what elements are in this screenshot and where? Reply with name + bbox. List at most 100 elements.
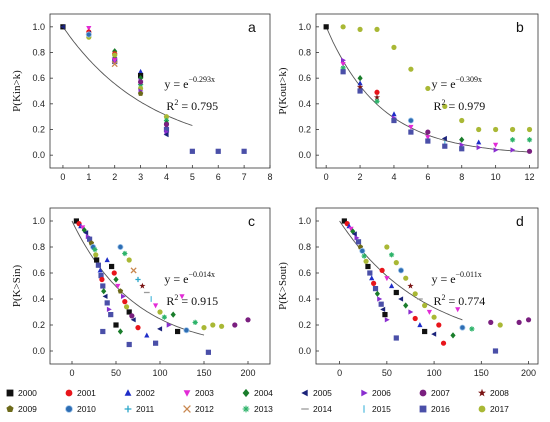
data-point-2000 xyxy=(109,263,115,270)
x-tick-label: 4 xyxy=(391,172,396,182)
data-point-2006 xyxy=(354,235,360,241)
legend-label: 2011 xyxy=(136,404,155,414)
data-point-2006 xyxy=(164,129,170,135)
data-point-2000 xyxy=(175,328,181,335)
data-point-2001 xyxy=(99,276,105,283)
y-axis-label: P(K>Sout) xyxy=(277,262,289,310)
x-tick-label: 150 xyxy=(196,368,211,378)
data-point-2017 xyxy=(476,126,482,133)
x-tick-label: 150 xyxy=(474,368,489,378)
r-squared: R2 = 0.979 xyxy=(433,98,485,113)
data-point-2003 xyxy=(348,226,354,232)
data-point-2016 xyxy=(100,328,106,335)
legend-item-2016: 2016 xyxy=(419,404,450,414)
legend-label: 2002 xyxy=(136,388,155,398)
data-point-2016 xyxy=(492,348,499,354)
y-tick-label: 0.2 xyxy=(298,320,311,330)
data-point-2010 xyxy=(359,247,366,254)
data-point-2016 xyxy=(241,148,247,154)
x-tick-label: 7 xyxy=(242,172,247,182)
legend-item-2015: 2015 xyxy=(363,404,391,414)
x-tick-label: 50 xyxy=(111,368,121,378)
equation: y = e−0.293x xyxy=(164,75,215,91)
x-tick-label: 100 xyxy=(427,368,442,378)
data-point-2017 xyxy=(442,103,448,109)
x-tick-label: 2 xyxy=(358,172,363,182)
equation-exponent: −0.293x xyxy=(188,75,215,84)
data-point-2017 xyxy=(112,52,118,58)
data-point-2017 xyxy=(425,85,431,92)
legend-item-2014: 2014 xyxy=(301,404,332,414)
data-point-2002 xyxy=(417,322,423,328)
data-point-2016 xyxy=(98,273,104,279)
data-point-2000 xyxy=(422,328,428,335)
data-point-2017 xyxy=(93,252,99,258)
y-tick-label: 0.6 xyxy=(298,73,311,83)
y-tick-label: 0.4 xyxy=(32,294,45,304)
data-point-2000 xyxy=(365,263,371,270)
data-point-2017 xyxy=(363,258,369,264)
equation-exponent: −0.014x xyxy=(188,270,215,279)
legend-item-2007: 2007 xyxy=(419,388,450,398)
legend-item-2006: 2006 xyxy=(361,388,391,398)
data-point-2003 xyxy=(153,303,159,309)
data-point-2002 xyxy=(369,275,375,281)
panel-d: 0.0 0.2 0.4 0.6 0.8 1.0 0 50 100 150 200 P(K>Sout) d… xyxy=(277,207,539,378)
data-point-2017 xyxy=(412,291,418,297)
data-point-2003 xyxy=(426,309,432,315)
legend-marker-2000 xyxy=(6,389,14,397)
data-point-2003 xyxy=(86,26,92,31)
panel-b: 0.0 0.2 0.4 0.6 0.8 1.0 0 2 4 6 8 10 12 P(Kout>k) b y =… xyxy=(277,13,539,182)
x-tick-label: 100 xyxy=(152,368,167,378)
y-tick-label: 0.2 xyxy=(298,125,311,135)
data-point-2017 xyxy=(374,26,380,32)
legend-item-2001: 2001 xyxy=(65,388,96,398)
x-tick-label: 0 xyxy=(324,172,329,182)
x-tick-label: 3 xyxy=(138,172,143,182)
fit-curve xyxy=(71,220,205,336)
x-tick-label: 4 xyxy=(164,172,169,182)
data-point-2006 xyxy=(121,293,126,299)
equation-base: y = e xyxy=(431,272,455,286)
legend-marker-2007 xyxy=(419,389,427,397)
data-point-2005 xyxy=(157,326,163,332)
data-point-2004 xyxy=(117,328,123,335)
data-point-2017 xyxy=(431,314,437,320)
data-point-2003 xyxy=(112,58,118,64)
r-squared-symbol: R xyxy=(166,99,174,113)
legend-label: 2009 xyxy=(18,404,37,414)
data-point-2007 xyxy=(516,319,522,325)
equation-base: y = e xyxy=(164,77,188,91)
r-squared-value: = 0.774 xyxy=(445,294,485,308)
legend-label: 2013 xyxy=(254,404,273,414)
data-point-2007 xyxy=(232,322,238,328)
data-point-2003 xyxy=(493,142,499,148)
legend-marker-2003 xyxy=(183,390,191,397)
x-tick-label: 0 xyxy=(60,172,65,182)
x-tick-label: 10 xyxy=(491,172,501,182)
data-point-2003 xyxy=(408,124,414,130)
y-tick-label: 0.0 xyxy=(298,150,311,160)
r-squared-exp: 2 xyxy=(441,293,445,302)
y-tick-label: 1.0 xyxy=(32,216,45,226)
legend-item-2008: 2008 xyxy=(478,388,509,398)
data-point-2003 xyxy=(340,62,346,67)
data-point-2004 xyxy=(374,290,380,297)
data-point-2016 xyxy=(100,283,106,289)
data-point-2013 xyxy=(192,319,198,325)
data-point-2001 xyxy=(379,267,385,273)
data-point-2007 xyxy=(525,317,532,323)
data-point-2016 xyxy=(104,300,110,306)
data-point-2003 xyxy=(179,294,185,300)
y-tick-label: 0.6 xyxy=(32,73,45,83)
y-tick-label: 0.6 xyxy=(32,268,45,278)
data-point-2017 xyxy=(210,322,216,328)
legend-marker-2006 xyxy=(361,389,368,397)
legend-marker-2001 xyxy=(65,389,73,397)
data-point-2012 xyxy=(111,60,118,68)
y-tick-label: 0.8 xyxy=(298,242,311,252)
data-point-2008 xyxy=(407,282,414,289)
r-squared: R2 = 0.915 xyxy=(166,293,218,308)
data-point-2006 xyxy=(384,317,390,323)
